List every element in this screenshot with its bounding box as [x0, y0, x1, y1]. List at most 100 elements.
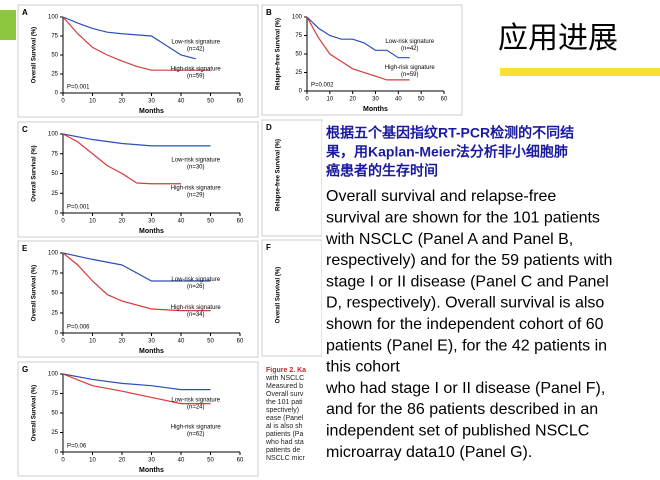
x-tick-label: 0 [61, 458, 65, 464]
x-tick-label: 0 [61, 99, 65, 105]
x-tick-label: 10 [89, 99, 96, 105]
chinese-line: 果，用Kaplan-Meier法分析非小细胞肺 [325, 144, 568, 160]
caption-line: al is also sh [266, 423, 303, 430]
legend-n: (n=30) [187, 165, 205, 171]
x-tick-label: 50 [207, 219, 214, 225]
x-tick-label: 20 [119, 219, 126, 225]
x-axis-label: Months [139, 348, 164, 355]
x-tick-label: 50 [207, 339, 214, 345]
panel-frame [17, 4, 259, 118]
p-value: P=0.006 [67, 325, 90, 331]
y-axis-label: Relapse-free Survival (%) [276, 139, 282, 211]
x-tick-label: 60 [237, 219, 244, 225]
x-tick-label: 30 [148, 458, 155, 464]
x-tick-label: 0 [305, 97, 309, 103]
x-tick-label: 50 [418, 97, 425, 103]
legend-name: Low-risk signature [385, 39, 434, 45]
caption-line: Overall surv [266, 391, 304, 398]
caption-line: Figure 2. Ka [266, 367, 306, 374]
caption-line: Measured b [266, 383, 303, 390]
x-tick-label: 40 [178, 99, 185, 105]
x-tick-label: 60 [237, 339, 244, 345]
x-tick-label: 40 [178, 219, 185, 225]
y-tick-label: 25 [51, 191, 58, 197]
panel-letter: C [22, 125, 28, 134]
x-tick-label: 20 [119, 458, 126, 464]
legend-name: High-risk signature [385, 65, 436, 71]
x-tick-label: 10 [89, 219, 96, 225]
x-axis-label: Months [139, 467, 164, 474]
panel-letter: E [22, 244, 28, 253]
y-tick-label: 100 [292, 15, 303, 21]
english-line: who had stage I or II disease (Panel F), [325, 380, 605, 397]
y-axis-label: Overall Survival (%) [32, 385, 38, 441]
y-axis-label: Overall Survival (%) [32, 265, 38, 321]
y-tick-label: 100 [48, 251, 59, 257]
caption-line: patients de [266, 447, 300, 454]
english-line: patients (Panel E), for the 42 patients … [326, 337, 607, 354]
caption-line: who had sta [265, 439, 304, 446]
y-tick-label: 50 [51, 291, 58, 297]
survival-curve [62, 373, 211, 391]
y-tick-label: 50 [51, 411, 58, 417]
legend-n: (n=42) [401, 46, 419, 52]
x-tick-label: 60 [237, 99, 244, 105]
p-value: P=0.001 [67, 85, 90, 91]
y-tick-label: 25 [51, 311, 58, 317]
y-tick-label: 0 [55, 331, 59, 337]
x-axis-label: Months [363, 106, 388, 113]
y-axis-label: Relapse-free Survival (%) [276, 18, 282, 90]
x-axis-label: Months [139, 228, 164, 235]
y-tick-label: 25 [295, 70, 302, 76]
english-line: independent set of published NSCLC [326, 423, 589, 440]
y-axis-label: Overall Survival (%) [32, 145, 38, 201]
caption-line: the 101 pati [266, 399, 303, 406]
caption-line: NSCLC micr [266, 455, 306, 462]
legend-n: (n=24) [187, 404, 205, 410]
legend-n: (n=62) [187, 432, 205, 438]
survival-curve [62, 373, 211, 405]
x-tick-label: 10 [326, 97, 333, 103]
x-tick-label: 30 [148, 219, 155, 225]
deco [0, 10, 16, 40]
y-tick-label: 75 [51, 34, 58, 40]
x-tick-label: 30 [148, 339, 155, 345]
caption-line: patients (Pa [266, 431, 303, 438]
english-line: respectively) and for the 59 patients wi… [326, 252, 612, 269]
x-tick-label: 50 [207, 458, 214, 464]
title-band [500, 68, 660, 76]
x-tick-label: 60 [237, 458, 244, 464]
y-tick-label: 50 [51, 171, 58, 177]
survival-curve [62, 252, 211, 282]
x-tick-label: 30 [148, 99, 155, 105]
english-line: survival are shown for the 101 patients [326, 210, 600, 227]
panel-frame [17, 361, 259, 477]
caption-line: with NSCLC [265, 375, 304, 382]
chinese-line: 根据五个基因指纹RT-PCR检测的不同结 [326, 125, 574, 141]
survival-curve [62, 252, 211, 312]
x-tick-label: 10 [89, 339, 96, 345]
english-line: Overall survival and relapse-free [326, 188, 556, 205]
x-tick-label: 60 [441, 97, 448, 103]
legend-n: (n=59) [187, 73, 205, 79]
x-tick-label: 10 [89, 458, 96, 464]
legend-n: (n=34) [187, 312, 205, 318]
y-axis-label: Overall Survival (%) [32, 27, 38, 83]
legend-name: High-risk signature [171, 66, 222, 72]
legend-name: Low-risk signature [171, 397, 220, 403]
x-tick-label: 40 [178, 339, 185, 345]
legend-n: (n=26) [187, 284, 205, 290]
panel-letter: G [22, 365, 28, 374]
english-line: with NSCLC (Panel A and Panel B, [325, 231, 573, 248]
english-line: this cohort [326, 359, 400, 376]
panel-letter: B [266, 8, 272, 17]
survival-curve [62, 133, 211, 147]
x-tick-label: 50 [207, 99, 214, 105]
english-line: microarray data10 (Panel G). [326, 444, 532, 461]
p-value: P=0.001 [67, 205, 90, 211]
survival-curve [62, 133, 181, 185]
y-tick-label: 100 [48, 15, 59, 21]
legend-name: High-risk signature [171, 305, 222, 311]
legend-n: (n=29) [187, 192, 205, 198]
english-line: D, respectively). Overall survival is al… [326, 295, 604, 312]
